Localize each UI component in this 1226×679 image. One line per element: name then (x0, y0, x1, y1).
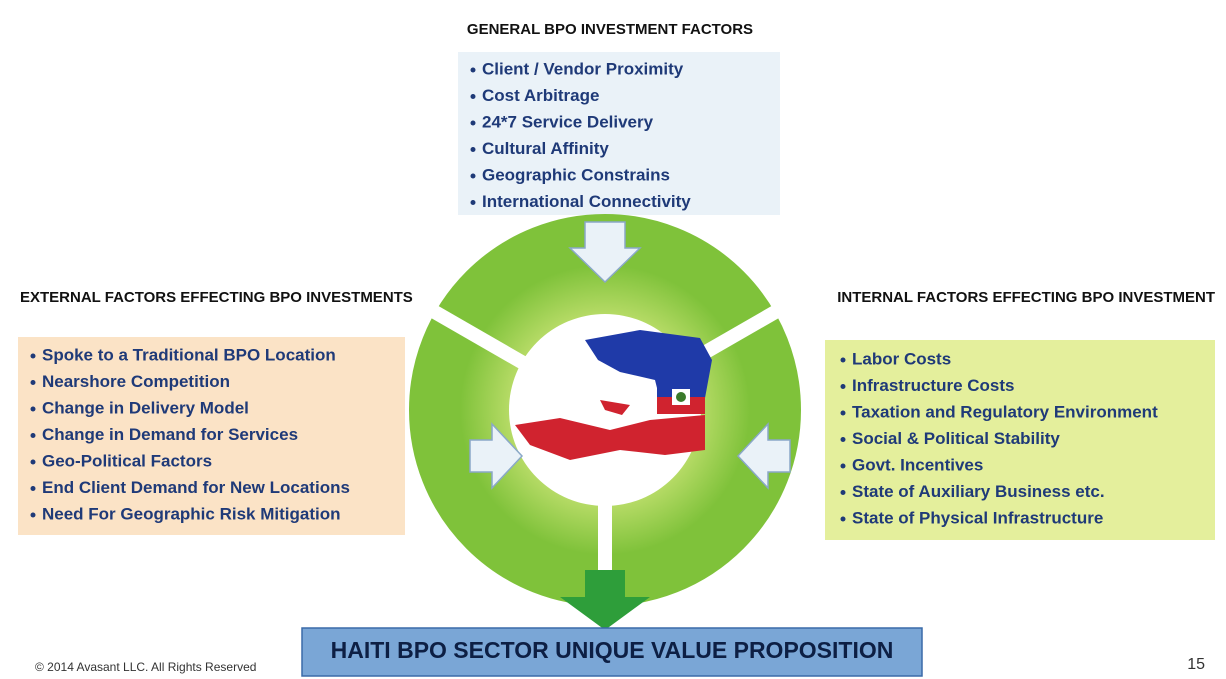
result-text: HAITI BPO SECTOR UNIQUE VALUE PROPOSITIO… (331, 637, 894, 663)
bullet (30, 380, 36, 385)
list-item: Nearshore Competition (42, 372, 230, 391)
arrow-down (568, 221, 642, 284)
result-box (301, 627, 923, 677)
list-item: Social & Political Stability (852, 429, 1060, 448)
bullet (840, 463, 846, 469)
bullet (30, 512, 36, 518)
bullet (470, 200, 476, 205)
page-number: 15 (1187, 656, 1205, 673)
bullet (470, 173, 476, 179)
right-title: INTERNAL FACTORS EFFECTING BPO INVESTMEN… (837, 289, 1215, 306)
bullet (470, 67, 476, 73)
bullet (30, 486, 36, 491)
bullet (840, 384, 846, 389)
right-box (825, 340, 1215, 540)
list-item: State of Auxiliary Business etc. (852, 482, 1105, 501)
list-item: Govt. Incentives (852, 455, 983, 474)
map-island (600, 400, 630, 415)
list-item: 24*7 Service Delivery (482, 112, 654, 131)
list-item: Labor Costs (852, 349, 951, 368)
bullet (470, 147, 476, 152)
list-item: Taxation and Regulatory Environment (852, 402, 1158, 421)
left-box (18, 337, 405, 535)
bullet (30, 433, 36, 438)
bullet (470, 120, 476, 126)
list-item: Need For Geographic Risk Mitigation (42, 504, 340, 523)
list-item: Client / Vendor Proximity (482, 59, 684, 78)
list-item: Infrastructure Costs (852, 376, 1014, 395)
bullet (840, 357, 846, 363)
bullet (840, 437, 846, 442)
left-title: EXTERNAL FACTORS EFFECTING BPO INVESTMEN… (20, 289, 413, 306)
list-item: Geographic Constrains (482, 165, 670, 184)
list-item: Cost Arbitrage (482, 86, 599, 105)
bullet (840, 490, 846, 495)
flag-top (657, 380, 705, 397)
bullet (470, 94, 476, 99)
bullet (30, 353, 36, 359)
list-item: Change in Demand for Services (42, 425, 298, 444)
list-item: Cultural Affinity (482, 139, 609, 158)
arrow-green (560, 570, 650, 630)
bullet (30, 459, 36, 465)
top-box (458, 52, 780, 215)
flag-bottom (657, 397, 705, 414)
list-item: International Connectivity (482, 192, 691, 211)
bullet (840, 410, 846, 416)
list-item: End Client Demand for New Locations (42, 478, 350, 497)
arrow-left (736, 422, 791, 490)
footer: © 2014 Avasant LLC. All Rights Reserved (35, 660, 256, 674)
arrow-right (469, 422, 524, 490)
bullet (840, 516, 846, 522)
list-item: State of Physical Infrastructure (852, 508, 1103, 527)
list-item: Spoke to a Traditional BPO Location (42, 345, 336, 364)
bullet (30, 406, 36, 412)
list-item: Change in Delivery Model (42, 398, 249, 417)
top-title: GENERAL BPO INVESTMENT FACTORS (467, 21, 753, 38)
list-item: Geo-Political Factors (42, 451, 212, 470)
map-south (515, 415, 705, 460)
flag-palm (676, 392, 686, 402)
